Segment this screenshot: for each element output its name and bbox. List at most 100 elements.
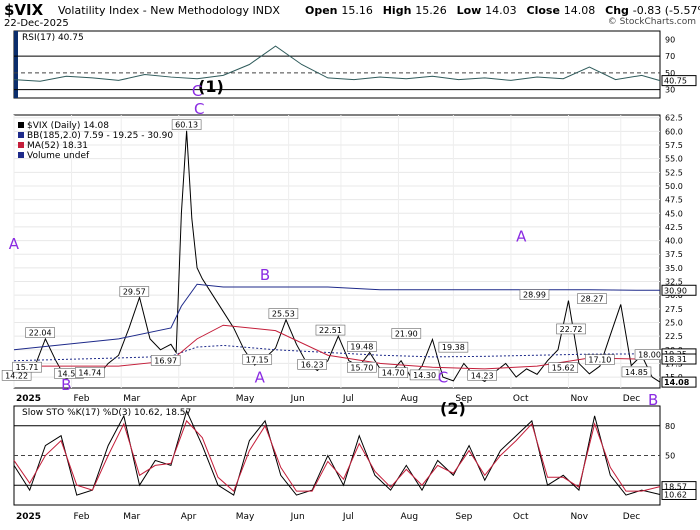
data-label-box [171,119,202,130]
sto-legend: Slow STO %K(17) %D(3) 10.62, 18.57 [22,408,191,418]
price-legend-entry: Volume undef [27,151,90,161]
data-label-box [12,361,42,373]
sto-tick-label: 80 [665,422,675,431]
x-tick-label: May [236,512,255,522]
data-label-box [347,341,377,352]
x-tick-label: Jul [342,512,354,522]
price-tag [661,376,697,388]
wave-label: A [516,228,527,246]
data-label: 14.22 [5,371,28,380]
high-value: 15.26 [415,4,447,17]
data-label: 19.38 [442,343,465,352]
wave-label-2b: B [648,391,658,409]
legend-swatch [18,152,24,158]
price-legend-entry: MA(52) 18.31 [27,141,88,151]
price-tick-label: 22.5 [665,332,683,341]
data-label-box [438,341,469,353]
sto-tag-value: 18.57 [664,483,687,492]
x-tick-label: 2025 [16,512,41,522]
ohlc-readout: Open 15.16 High 15.26 Low 14.03 Close 14… [305,4,700,17]
data-label: 14.23 [471,371,494,380]
price-legend-entry: $VIX (Daily) 14.08 [27,121,109,131]
data-label-box [347,361,377,373]
rsi-last-tag [661,75,697,87]
data-label: 14.85 [625,368,648,377]
price-series-ma-52- [14,324,661,370]
data-label: 16.97 [154,356,177,365]
data-label-box [297,359,327,370]
rsi-tick-label: 90 [665,35,675,44]
price-tag-value: 18.31 [664,355,687,364]
x-tick-label: Aug [400,512,418,522]
data-label: 60.13 [175,121,198,130]
chg-label: Chg [605,4,629,17]
data-label: 14.74 [78,368,101,377]
symbol-description: Volatility Index - New Methodology INDX [58,4,280,17]
rsi-last-value: 40.75 [664,77,687,86]
price-legend-entry: BB(185,2.0) 7.59 - 19.25 - 30.90 [27,131,173,141]
close-label: Close [526,4,560,17]
data-label-box [519,289,550,300]
price-tick-label: 57.5 [665,141,683,150]
x-tick-label: Dec [623,394,640,404]
x-tick-label: Nov [570,512,588,522]
wave-label: A [255,369,266,387]
data-label: 28.27 [581,295,604,304]
wave-label-1: (1) [198,77,224,96]
data-label: 17.15 [246,355,269,364]
price-tick-label: 37.5 [665,250,683,259]
wave-label: C [192,82,202,100]
data-label: 18.00 [638,351,661,360]
price-tick-label: 60.0 [665,127,683,136]
sto-tag-value: 10.62 [664,490,687,499]
panel-frame-0 [13,30,661,99]
low-value: 14.03 [485,4,517,17]
rsi-legend: RSI(17) 40.75 [22,33,84,43]
rsi-tick-label: 70 [665,52,675,61]
x-tick-label: May [236,394,255,404]
data-label-box [391,328,422,339]
chart-date: 22-Dec-2025 [4,18,69,29]
panel-frame-1 [13,114,661,389]
data-label-box [467,369,497,381]
symbol: $VIX [4,1,44,19]
data-label-box [25,327,55,338]
x-tick-label: Feb [74,512,90,522]
x-tick-label: 2025 [16,394,41,404]
open-label: Open [305,4,338,17]
data-label-box [548,362,579,373]
data-label-box [150,355,181,366]
close-value: 14.08 [563,4,596,17]
price-tick-label: 52.5 [665,168,683,177]
price-tick-label: 47.5 [665,196,683,205]
wave-label: A [9,235,20,253]
x-tick-label: Jul [342,394,354,404]
price-tag-value: 14.08 [664,378,690,387]
data-label: 19.48 [350,343,373,352]
data-label: 22.72 [560,325,583,334]
data-label: 21.90 [395,329,418,338]
wave-label: C [438,369,448,387]
chart-header: $VIX Volatility Index - New Methodology … [0,0,700,30]
x-tick-label: Dec [623,512,640,522]
rsi-line [13,45,661,82]
data-label: 15.71 [16,363,39,372]
price-tick-label: 55.0 [665,155,683,164]
price-tag-value: 30.90 [664,286,687,295]
x-tick-label: Mar [123,394,140,404]
data-label: 28.99 [523,291,546,300]
data-label: 14.30 [413,371,436,380]
data-label-box [577,293,607,304]
price-tick-label: 45.0 [665,209,683,218]
x-tick-label: Sep [455,512,472,522]
wave-label-2: (2) [440,399,466,418]
data-label: 22.51 [319,326,342,335]
data-label: 22.04 [29,329,52,338]
price-tick-label: 50.0 [665,182,683,191]
data-label: 15.70 [350,363,373,372]
open-value: 15.16 [341,4,373,17]
price-series-bb-upper [13,283,660,351]
x-tick-label: Oct [513,512,529,522]
x-tick-label: Mar [123,512,140,522]
price-tick-label: 25.0 [665,318,683,327]
